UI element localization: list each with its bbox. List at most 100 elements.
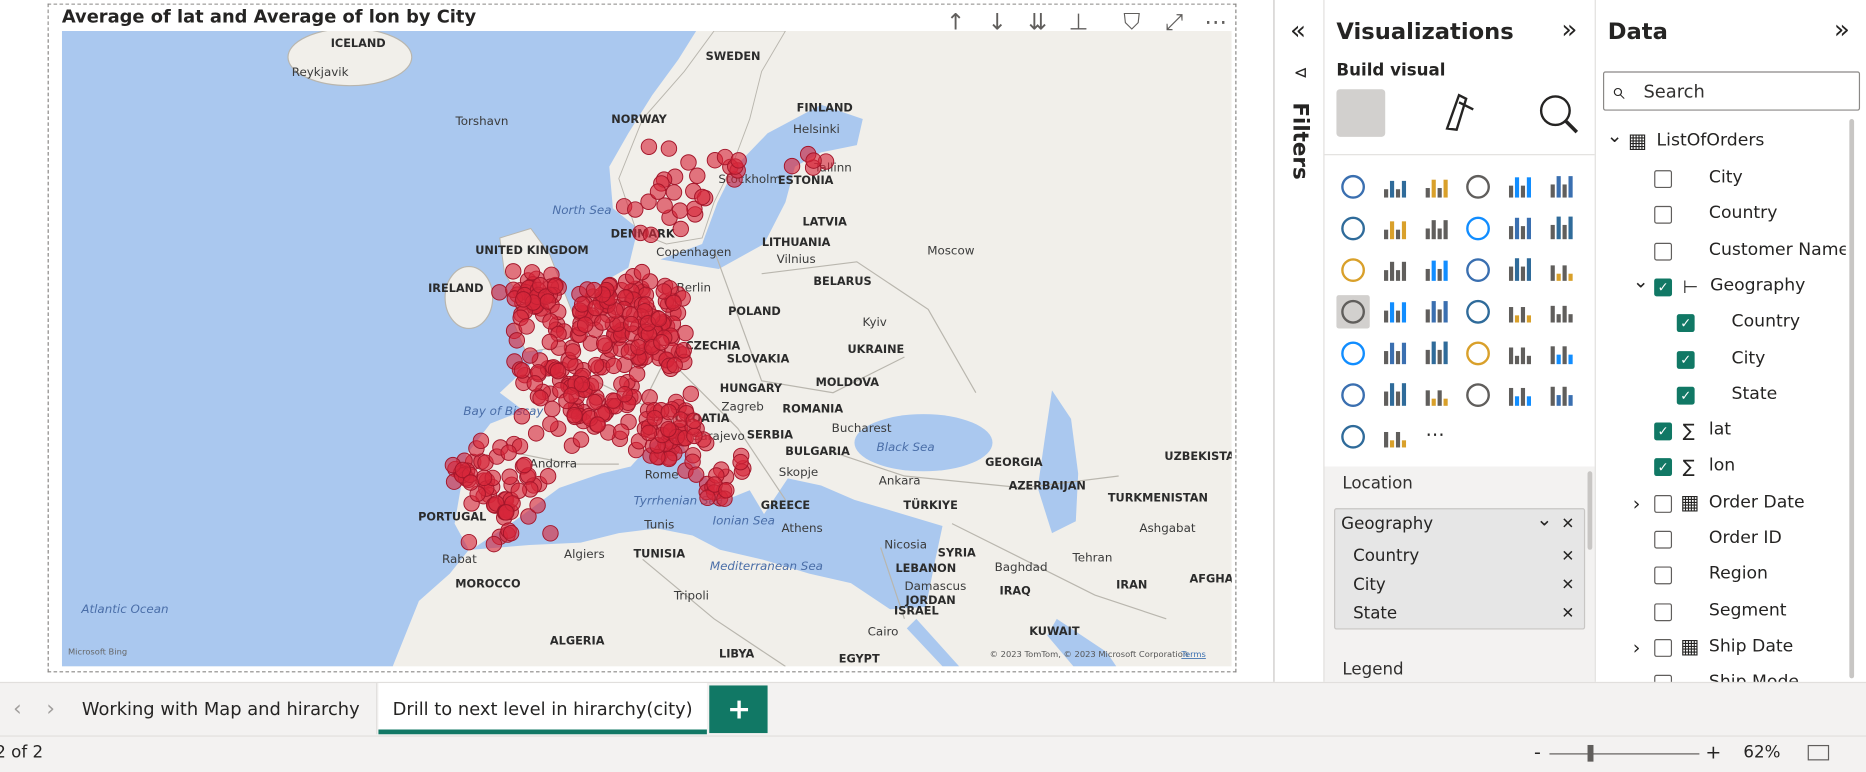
visual-type-icon[interactable]	[1384, 180, 1407, 198]
page-tab[interactable]	[65, 683, 378, 735]
map-bubble[interactable]	[485, 535, 503, 553]
checkbox[interactable]: ✓	[1676, 350, 1695, 369]
search-icon[interactable]: ⌕	[1611, 76, 1625, 105]
zoom-out[interactable]: -	[1533, 740, 1541, 764]
page-tab[interactable]	[378, 683, 707, 735]
map-bubble[interactable]	[576, 316, 594, 333]
map-bubble[interactable]	[513, 362, 531, 379]
format-visual-icon[interactable]	[1445, 93, 1474, 132]
collapse-data[interactable]: »	[1833, 15, 1850, 45]
map-bubble[interactable]	[642, 226, 660, 244]
expand-field[interactable]: ⌄	[1632, 269, 1649, 292]
hierarchy-icon[interactable]: ⊢	[1682, 275, 1699, 298]
map-terms[interactable]: Terms	[1180, 649, 1206, 659]
map-bubble[interactable]	[539, 293, 557, 310]
map-bubble[interactable]	[682, 385, 700, 403]
visual-type-icon[interactable]	[1384, 221, 1407, 240]
map-bubble[interactable]	[501, 468, 518, 485]
map-bubble[interactable]	[460, 533, 478, 551]
build-visual-selected[interactable]	[1336, 89, 1386, 137]
checkbox[interactable]	[1654, 602, 1673, 621]
map-bubble[interactable]	[594, 314, 611, 331]
map-bubble[interactable]	[660, 140, 678, 157]
remove-subfield[interactable]: ✕	[1561, 547, 1575, 566]
field-name[interactable]: State	[1731, 384, 1778, 404]
prev-page[interactable]: ‹	[13, 696, 22, 722]
map-bubble[interactable]	[508, 332, 526, 349]
date-icon[interactable]: ▦	[1680, 490, 1700, 515]
map-bubble[interactable]	[541, 333, 559, 351]
field-name[interactable]: lon	[1708, 456, 1736, 476]
checkbox[interactable]: ✓	[1654, 278, 1673, 297]
field-name[interactable]: Country	[1731, 312, 1801, 332]
visual-type-icon[interactable]	[1550, 305, 1573, 323]
expand-field[interactable]: ›	[1632, 635, 1641, 659]
field-name[interactable]: City	[1731, 348, 1766, 368]
map-bubble[interactable]	[526, 375, 543, 392]
visual-type-icon[interactable]	[1550, 386, 1573, 406]
field-name[interactable]: Region	[1708, 564, 1768, 584]
zoom-track[interactable]	[1549, 753, 1700, 755]
remove-subfield[interactable]: ✕	[1561, 576, 1575, 595]
search-box[interactable]	[1602, 71, 1861, 111]
map-bubble[interactable]	[596, 335, 613, 352]
zoom-in[interactable]: +	[1705, 740, 1722, 764]
field-name[interactable]: Segment	[1708, 600, 1787, 620]
checkbox[interactable]: ✓	[1654, 458, 1673, 477]
checkbox[interactable]	[1654, 170, 1673, 189]
field-name[interactable]: Customer Name	[1708, 240, 1846, 260]
visual-type-icon[interactable]	[1384, 383, 1407, 406]
map-bubble[interactable]	[627, 201, 644, 218]
map-bubble[interactable]	[640, 193, 657, 210]
visual-type-icon[interactable]	[1341, 174, 1365, 199]
visual-type-icon[interactable]	[1425, 390, 1448, 406]
map-bubble[interactable]	[529, 497, 546, 514]
visual-type-icon[interactable]	[1341, 383, 1365, 407]
map-bubble[interactable]	[520, 508, 537, 525]
field-name[interactable]: Order Date	[1708, 492, 1805, 512]
visual-type-icon[interactable]	[1550, 265, 1573, 281]
visual-type-icon[interactable]	[1550, 216, 1573, 240]
map-bubble[interactable]	[616, 386, 633, 403]
visual-type-icon[interactable]	[1341, 216, 1365, 241]
map-bubble[interactable]	[573, 375, 591, 393]
map-bubble[interactable]	[633, 263, 651, 281]
table-name[interactable]: ListOfOrders	[1656, 131, 1765, 151]
visual-type-icon[interactable]	[1508, 258, 1531, 281]
map-bubble[interactable]	[539, 468, 557, 485]
location-subfield[interactable]: State	[1353, 604, 1398, 624]
map-bubble[interactable]	[655, 283, 672, 300]
map-bubble[interactable]	[694, 188, 711, 206]
map-bubble[interactable]	[518, 318, 535, 335]
map-bubble[interactable]	[665, 294, 682, 312]
expand-field[interactable]: ⌄	[1536, 507, 1553, 531]
visual-type-icon[interactable]	[1384, 342, 1407, 365]
table-icon[interactable]: ▦	[1627, 129, 1648, 154]
field-name[interactable]: Country	[1708, 204, 1778, 224]
analytics-icon[interactable]	[1564, 120, 1579, 134]
remove-field[interactable]: ✕	[1561, 515, 1575, 534]
map-bubble[interactable]	[472, 432, 490, 450]
date-icon[interactable]: ▦	[1680, 635, 1700, 659]
visual-header-button[interactable]: ⤢	[1165, 9, 1184, 36]
visual-type-icon[interactable]	[1341, 424, 1365, 449]
zoom-thumb[interactable]	[1587, 744, 1594, 762]
visual-header-button[interactable]: ⊥	[1068, 9, 1089, 36]
map-bubble[interactable]	[542, 525, 559, 542]
checkbox[interactable]	[1654, 638, 1673, 657]
map-bubble[interactable]	[672, 220, 689, 238]
checkbox[interactable]	[1654, 494, 1673, 513]
map-bubble[interactable]	[566, 407, 583, 424]
map[interactable]: ICELAND Reykjavik SWEDEN FINLAND NORWAY Torsh…	[61, 30, 1232, 667]
field-name[interactable]: lat	[1708, 420, 1732, 440]
visual-type-icon[interactable]	[1508, 307, 1531, 323]
next-page[interactable]: ›	[46, 696, 55, 722]
map-bubble[interactable]	[646, 409, 663, 427]
visual-type-icon[interactable]	[1508, 387, 1531, 406]
sum-icon[interactable]: ∑	[1682, 456, 1695, 478]
add-page-button[interactable]	[709, 685, 768, 734]
map-bubble[interactable]	[650, 310, 668, 328]
map-bubble[interactable]	[523, 264, 541, 281]
visual-type-icon[interactable]	[1341, 341, 1365, 366]
map-bubble[interactable]	[513, 408, 531, 425]
